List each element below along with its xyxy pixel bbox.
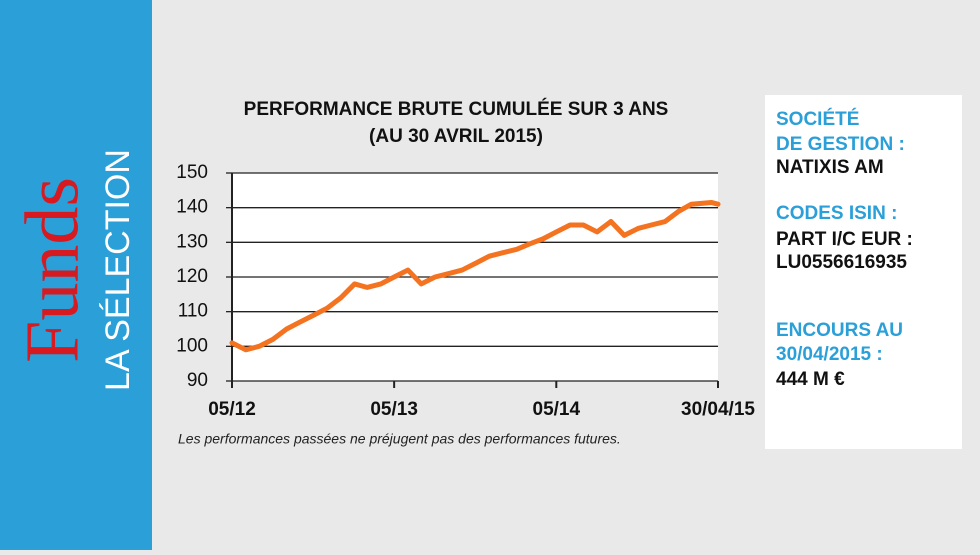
brand: Funds <box>10 177 94 363</box>
y-tick-label: 90 <box>187 370 208 391</box>
line <box>229 199 721 353</box>
y-tick-label: 150 <box>176 162 208 183</box>
brand-subtitle: LA SÉLECTION <box>99 149 137 391</box>
info-box <box>765 95 962 449</box>
plot: 90 100 110 120 130 140 150 05/12 05/13 05/14 30/04… <box>176 162 755 420</box>
y-tick-label: 130 <box>176 231 208 252</box>
x-tick-label: 05/14 <box>533 399 581 420</box>
info-value: NATIXIS AM <box>776 157 884 178</box>
y-tick-label: 100 <box>176 335 208 356</box>
info-label: ENCOURS AU <box>776 320 903 341</box>
y-tick-label: 140 <box>176 197 208 218</box>
sidebar <box>0 0 152 550</box>
info-value: 444 M € <box>776 369 845 390</box>
footnote: Les performances passées ne préjugent pa… <box>178 431 621 447</box>
info-value: PART I/C EUR : <box>776 229 913 250</box>
x-tick-label: 05/13 <box>370 399 418 420</box>
info-label: CODES ISIN : <box>776 203 897 224</box>
info-label: DE GESTION : <box>776 134 905 155</box>
y-tick-label: 110 <box>178 301 208 322</box>
chart-subtitle: (AU 30 AVRIL 2015) <box>369 126 543 147</box>
info-value: LU0556616935 <box>776 252 907 273</box>
y-tick-label: 120 <box>176 266 208 287</box>
chart-title: PERFORMANCE BRUTE CUMULÉE SUR 3 ANS <box>244 98 669 120</box>
info-label: 30/04/2015 : <box>776 344 883 365</box>
x-tick-label: 30/04/15 <box>681 399 755 420</box>
info-label: SOCIÉTÉ <box>776 108 859 130</box>
x-tick-label: 05/12 <box>208 399 256 420</box>
